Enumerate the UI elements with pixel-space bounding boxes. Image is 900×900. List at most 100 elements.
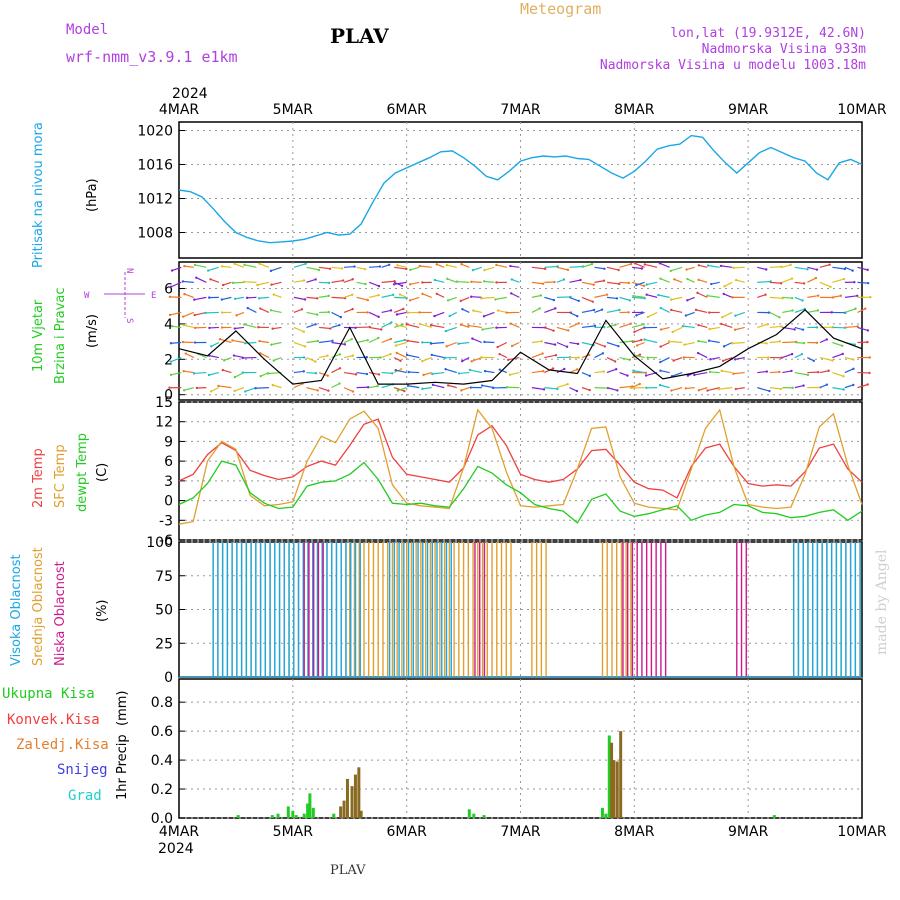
wind-arrowhead [169,360,173,363]
cloud-ytick-label: 50 [155,603,173,619]
temp-ytick-label: 9 [164,434,173,450]
wind-arrow [397,387,407,392]
wind-arrowhead [193,313,196,317]
wind-arrow [196,277,207,283]
wind-arrowhead [208,296,211,299]
wind-arrowhead [366,338,369,342]
wind-arrowhead [364,282,367,286]
wind-arrowhead [271,383,275,387]
wind-arrow [782,370,792,374]
wind-arrowhead [721,359,725,362]
wind-arrow [606,387,618,392]
wind-arrow [306,311,318,316]
wind-arrow [844,308,856,313]
wind-arrow [671,309,683,314]
wind-arrow [807,295,819,298]
wind-arrowhead [829,285,832,288]
wind-arrow [606,296,618,300]
wind-arrow [606,281,620,285]
wind-arrow [356,281,366,285]
wind-arrowhead [498,368,501,371]
wind-arrow [318,281,330,284]
wind-arrow [471,356,483,362]
wind-arrow [695,309,708,314]
wind-arrowhead [694,308,698,312]
wind-arrow [169,296,182,298]
wind-arrowhead [494,298,497,301]
wind-arrow [794,371,809,376]
wind-arrow [436,293,445,298]
temp-ylabel-dewpt: dewpt Temp [75,433,90,512]
wind-arrow [271,341,282,346]
wind-arrow [471,281,482,283]
wind-arrow [757,280,771,283]
temp-ytick-label: 12 [155,415,173,431]
wind-arrow [723,341,733,347]
wind-arrowhead [303,298,307,301]
wind-arrow [594,352,604,359]
wind-arrowhead [733,358,737,361]
wind-arrowhead [806,373,810,377]
wind-arrow [410,266,420,271]
wind-arrowhead [683,343,686,346]
wind-ytick-label: 4 [164,317,173,333]
wind-arrow [458,341,470,345]
wind-arrow [619,340,633,344]
wind-arrowhead [389,309,393,312]
wind-arrowhead [231,339,234,342]
wind-arrowhead [632,294,635,298]
wind-arrow [222,281,232,286]
wind-arrowhead [482,315,486,318]
cloud-ylabel-low: Niska Oblacnost [53,561,68,666]
wind-arrow [257,281,270,286]
wind-arrowhead [470,280,473,283]
temp-2m-line [178,418,863,499]
wind-arrow [531,352,543,359]
wind-arrowhead [684,314,688,317]
wind-arrowhead [483,340,486,344]
wind-arrowhead [354,326,357,329]
wind-arrow [660,341,670,348]
wind-arrowhead [590,262,594,266]
wind-arrow [484,280,495,283]
wind-arrow [581,341,594,346]
wind-arrowhead [258,339,261,343]
wind-arrow [194,264,207,268]
precip-bar [236,815,240,818]
wind-arrowhead [708,370,712,374]
year-top: 2024 [172,86,208,102]
wind-arrowhead [391,372,394,375]
wind-arrow [434,311,445,317]
wind-arrow [446,341,457,347]
station-title: PLAV [330,24,389,48]
wind-arrow [832,278,845,283]
wind-arrow [619,296,631,301]
wind-arrow [219,338,232,344]
wind-arrowhead [659,345,662,348]
wind-arrowhead [259,307,262,310]
wind-arrow [510,323,520,329]
wind-arrow [394,266,407,270]
wind-arrow [594,387,608,389]
wind-arrow [236,311,245,316]
compass-north-label: N [124,268,134,273]
wind-arrowhead [671,330,674,334]
wind-arrow [710,371,720,374]
wind-arrow [318,326,331,330]
wind-arrowhead [223,359,226,362]
wind-arrow [222,265,232,268]
wind-arrowhead [842,277,846,281]
year-bottom: 2024 [158,841,194,857]
wind-arrow [422,387,432,390]
wind-arrowhead [460,389,463,392]
wind-arrowhead [243,263,246,266]
wind-arrow [631,323,644,329]
wind-arrow [432,384,445,389]
wind-arrowhead [629,386,633,390]
wind-arrowhead [209,390,213,393]
wind-arrowhead [398,293,402,296]
wind-arrowhead [363,267,367,271]
wind-arrow [394,339,405,344]
precip-legend-label: Grad [68,788,102,804]
precip-ytick-label: 0.0 [151,811,173,827]
